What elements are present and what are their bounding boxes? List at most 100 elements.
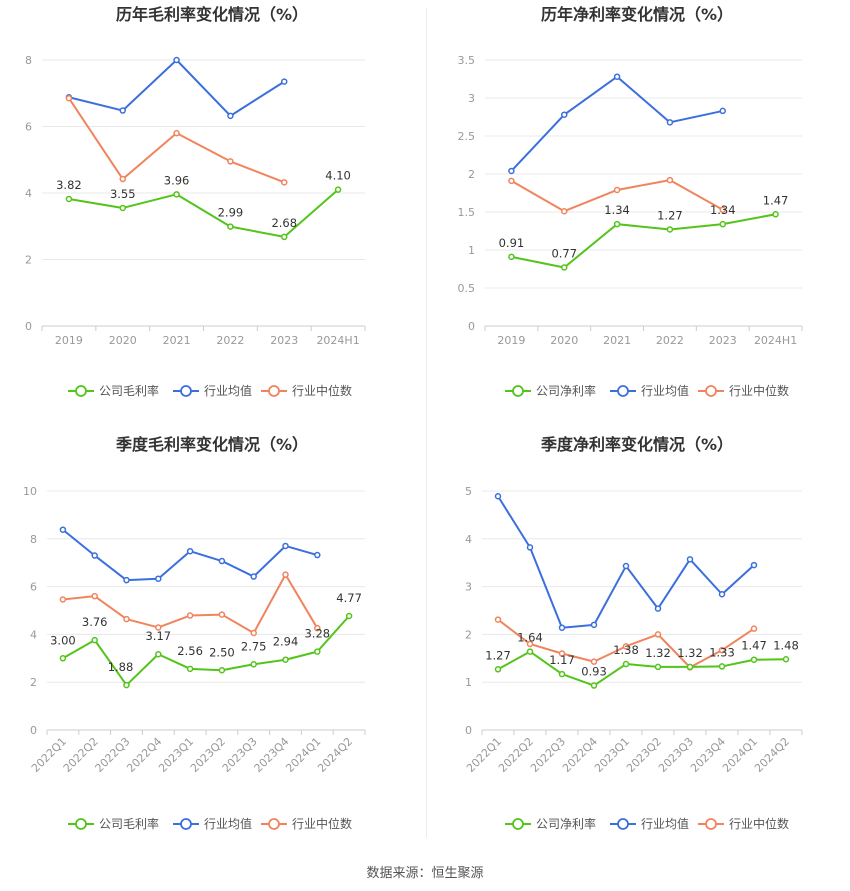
y-tick-label: 4 [465, 533, 472, 546]
legend-swatch-marker [512, 385, 524, 397]
legend-label: 公司净利率 [536, 816, 596, 831]
x-tick-label: 2023 [709, 334, 737, 347]
data-point [173, 56, 180, 64]
data-label: 1.33 [709, 645, 735, 659]
data-point [718, 646, 726, 654]
data-point [558, 624, 566, 631]
data-label: 1.32 [645, 646, 671, 660]
data-point [561, 207, 568, 215]
data-point [494, 493, 502, 500]
data-point [494, 666, 502, 673]
series-line-industry-avg [62, 528, 318, 582]
legend-item-industry-avg: 行业均值 [173, 383, 252, 398]
legend-label: 行业均值 [204, 816, 252, 831]
data-point [622, 643, 630, 650]
y-tick-label: 8 [30, 533, 37, 546]
data-point [654, 605, 662, 612]
data-point [250, 573, 257, 580]
x-tick-label: 2019 [497, 334, 525, 347]
y-tick-label: 2 [30, 676, 37, 689]
legend-swatch-marker [268, 818, 280, 830]
data-label: 3.55 [110, 187, 136, 201]
y-tick-label: 2 [465, 628, 472, 641]
legend-swatch-marker [617, 385, 629, 397]
legend-item-company: 公司净利率 [505, 383, 596, 398]
data-label: 2.68 [271, 216, 297, 230]
data-point [526, 648, 534, 655]
data-point [186, 612, 194, 619]
data-point [59, 655, 67, 662]
data-point [686, 663, 694, 671]
x-tick-label: 2024H1 [754, 334, 797, 347]
data-point [282, 571, 289, 578]
data-label: 1.34 [710, 203, 736, 217]
legend-swatch-marker [268, 385, 280, 397]
data-point [314, 551, 321, 559]
data-point [613, 220, 621, 228]
legend-swatch-marker [705, 818, 717, 830]
data-point [123, 615, 130, 623]
data-point [508, 177, 515, 185]
chart-title: 历年净利率变化情况（%） [541, 5, 733, 24]
data-point [282, 656, 289, 663]
annual-gross-margin-svg: 历年毛利率变化情况（%） 0 2 4 6 8 2019 2020 2021 2022 2023 202… [25, 5, 366, 398]
data-point [561, 111, 568, 118]
data-point [59, 596, 67, 603]
y-tick-label: 3 [468, 92, 475, 105]
data-label: 1.38 [613, 643, 639, 657]
data-label: 4.77 [336, 591, 362, 605]
y-tick-label: 2.5 [458, 130, 476, 143]
x-tick-label: 2023 [270, 334, 298, 347]
data-label: 0.93 [581, 665, 607, 679]
data-label: 2.50 [209, 645, 235, 659]
data-point [750, 625, 758, 632]
chart-title: 季度毛利率变化情况（%） [115, 435, 308, 454]
data-point [123, 681, 130, 689]
data-point [719, 206, 726, 213]
data-label: 1.34 [604, 203, 630, 217]
data-point [119, 175, 126, 183]
y-tick-label: 2 [468, 168, 475, 181]
data-point [218, 557, 226, 565]
legend-label: 公司毛利率 [99, 383, 159, 398]
data-point [155, 575, 162, 582]
data-label: 1.27 [657, 208, 683, 222]
data-label: 2.75 [241, 639, 267, 653]
legend-item-industry-median: 行业中位数 [261, 816, 352, 831]
data-point [281, 78, 288, 85]
annual-gross-margin-chart: 历年毛利率变化情况（%） 0 2 4 6 8 2019 2020 2021 2022 2023 202… [0, 0, 425, 430]
series-line-company [497, 650, 787, 687]
y-tick-label: 3.5 [458, 54, 476, 67]
data-point [119, 204, 126, 212]
data-label: 1.47 [741, 639, 767, 653]
data-point [281, 233, 288, 241]
y-tick-label: 6 [25, 121, 32, 134]
x-tick-label: 2021 [163, 334, 191, 347]
data-point [91, 592, 98, 600]
data-point [590, 658, 598, 665]
y-tick-label: 10 [23, 485, 37, 498]
data-point [91, 552, 98, 559]
legend-swatch-marker [617, 818, 629, 830]
data-point [666, 226, 674, 233]
data-label: 1.48 [773, 638, 799, 652]
y-tick-label: 0 [465, 724, 472, 737]
data-label: 1.47 [763, 193, 789, 207]
data-label: 0.77 [551, 246, 577, 260]
data-point [613, 186, 621, 194]
x-tick-label: 2022 [656, 334, 684, 347]
x-tick-label: 2024Q2 [752, 735, 792, 775]
data-label: 1.17 [549, 653, 575, 667]
data-label: 3.00 [50, 633, 76, 647]
data-point [719, 220, 726, 228]
data-point [494, 616, 502, 623]
series-line-industry-avg [68, 59, 285, 117]
data-label: 3.76 [82, 615, 108, 629]
data-point [281, 179, 288, 186]
legend-item-company: 公司毛利率 [68, 816, 159, 831]
data-label: 2.99 [218, 206, 244, 220]
data-point [654, 631, 662, 638]
y-tick-label: 0 [30, 724, 37, 737]
data-label: 1.88 [108, 660, 134, 674]
y-tick-label: 1 [468, 244, 475, 257]
